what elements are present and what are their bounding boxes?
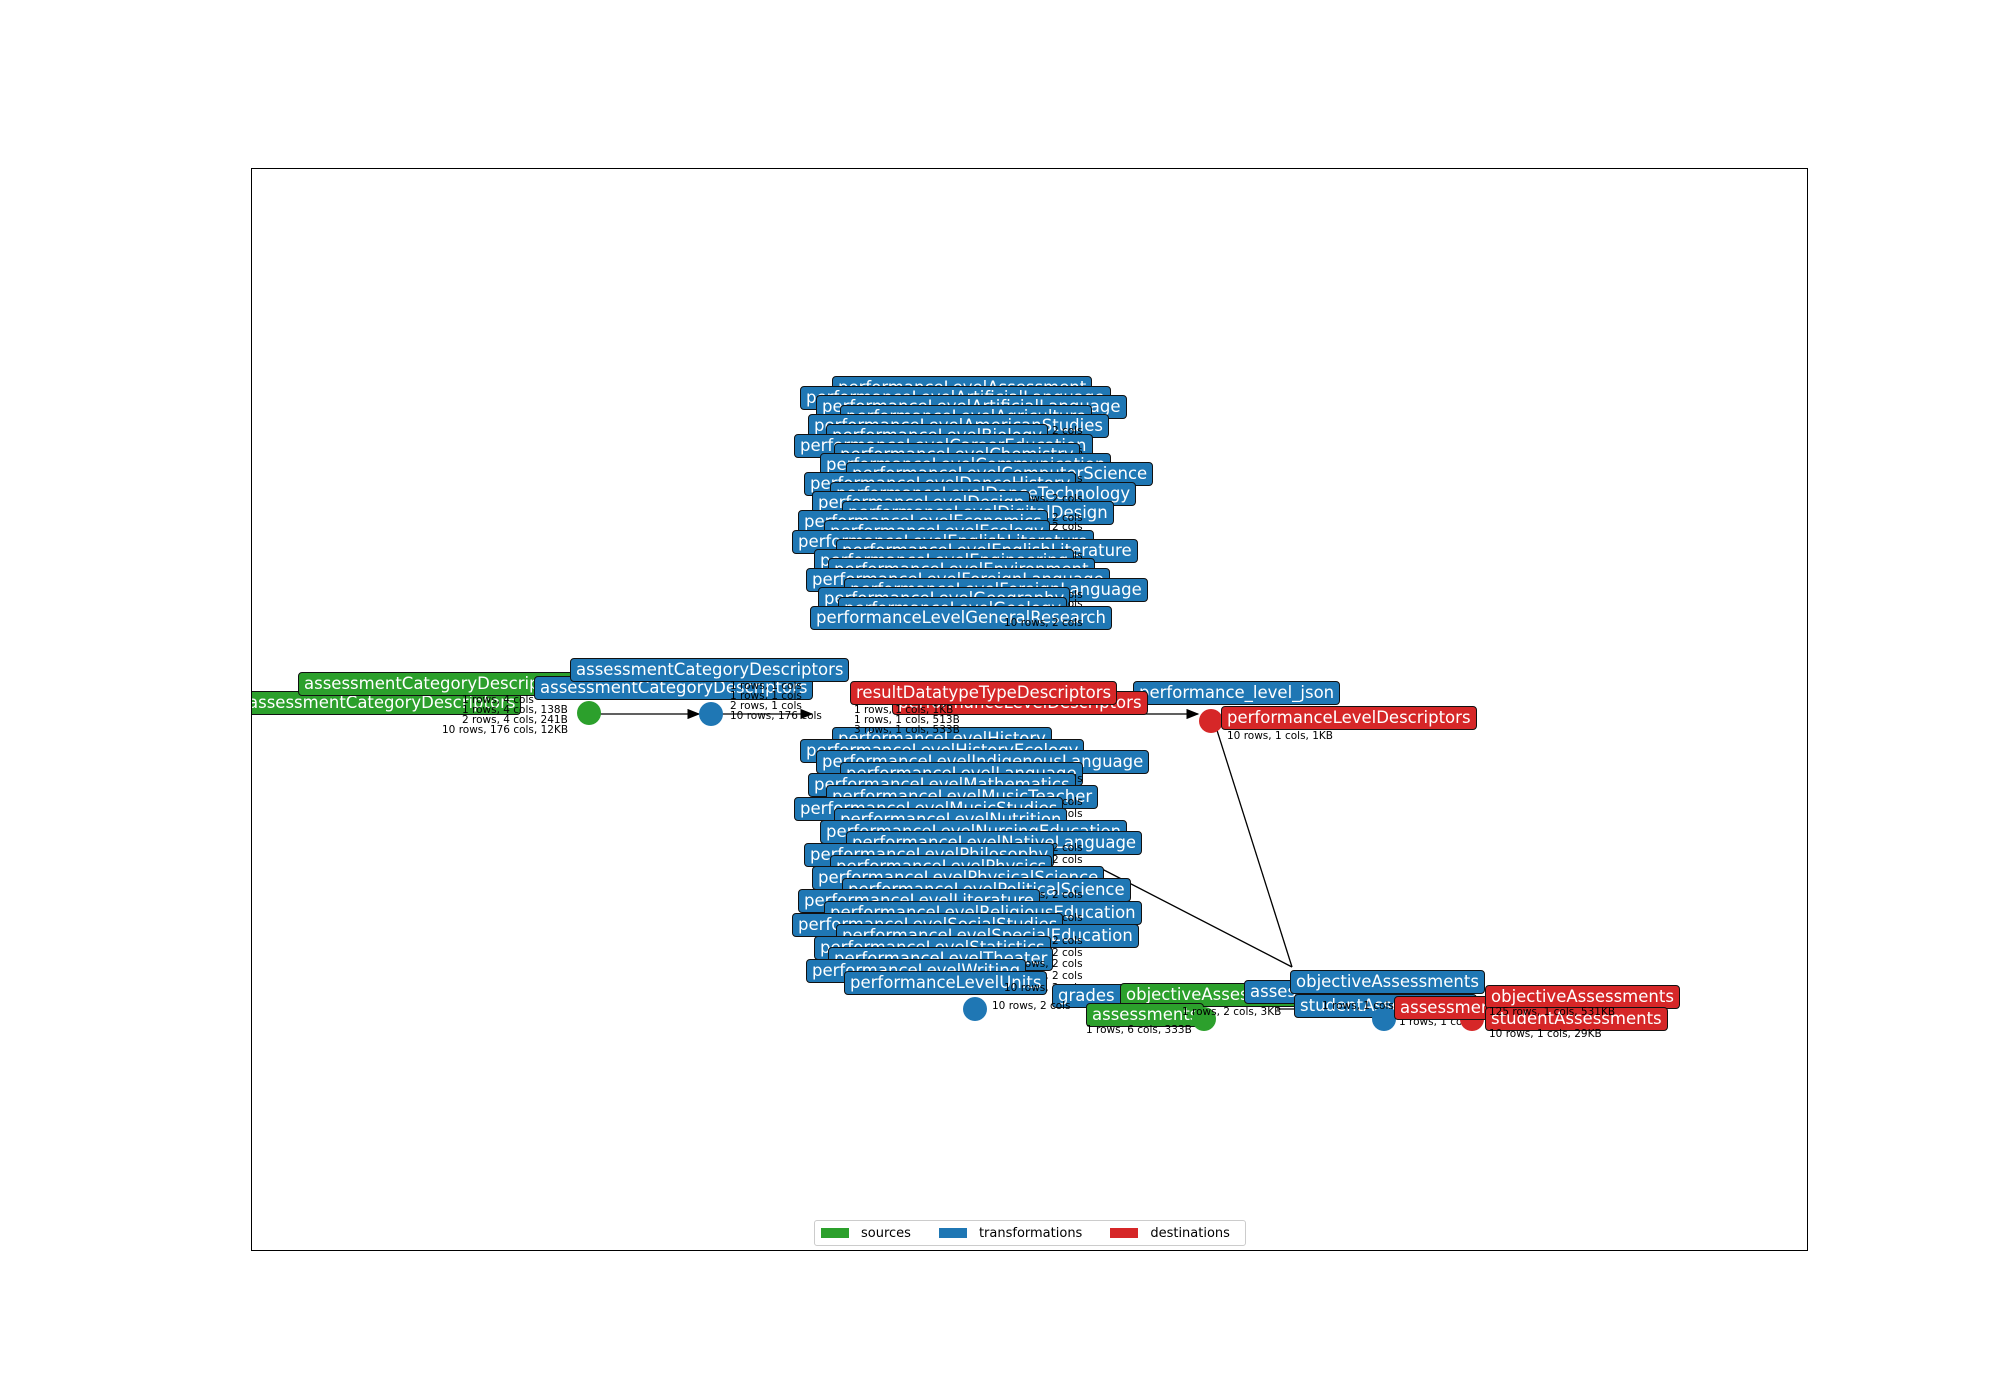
legend: sources transformations destinations xyxy=(814,1220,1246,1246)
transform-node[interactable]: assessmentCategoryDescriptors xyxy=(570,658,850,682)
transform-node[interactable]: objectiveAssessments xyxy=(1290,970,1485,994)
legend-swatch-destinations xyxy=(1110,1228,1139,1238)
node-stats: 1 rows, 6 cols, 333B xyxy=(1086,1024,1192,1036)
legend-label-transformations: transformations xyxy=(978,1225,1083,1241)
node-stats: 1 rows, 1 cols, 513B xyxy=(854,714,960,726)
transform-stack-node[interactable]: performanceLevelUnits xyxy=(844,970,1048,995)
source-dot xyxy=(1192,1007,1216,1031)
edge-pld-to-objective xyxy=(1214,723,1293,968)
legend-label-destinations: destinations xyxy=(1150,1225,1230,1241)
destination-node[interactable]: objectiveAssessments xyxy=(1485,985,1680,1009)
legend-label-sources: sources xyxy=(861,1225,911,1241)
transform-dot xyxy=(699,702,723,726)
node-stats: 10 rows, 2 cols xyxy=(992,1000,1071,1012)
legend-item-destinations: destinations xyxy=(1110,1226,1230,1241)
node-stats: 1 rows, 1 cols, 1KB xyxy=(854,704,954,716)
node-stats: 10 rows, 1 cols, 29KB xyxy=(1489,1028,1602,1040)
node-stats: 10 rows, 2 cols xyxy=(1004,981,1083,994)
node-stats: 2 rows, 1 cols xyxy=(730,700,802,712)
legend-swatch-transformations xyxy=(938,1228,967,1238)
node-stats: 10 rows, 2 cols xyxy=(1004,888,1083,901)
destination-dot xyxy=(1199,709,1223,733)
node-stats: 2 rows, 4 cols, 241B xyxy=(462,714,568,726)
source-dot xyxy=(577,701,601,725)
node-stats: 125 rows, 1 cols, 531KB xyxy=(1489,1006,1616,1018)
transform-dot xyxy=(963,997,987,1021)
destination-node[interactable]: performanceLevelDescriptors xyxy=(1221,706,1477,730)
node-stats: 1 rows, 4 cols xyxy=(462,694,534,706)
node-stats: 1 rows, 1 cols xyxy=(1322,1000,1394,1012)
transform-node[interactable]: performance_level_json xyxy=(1133,681,1341,705)
node-stats: 1 rows, 1 cols xyxy=(730,680,802,692)
destination-node[interactable]: resultDatatypeTypeDescriptors xyxy=(850,681,1118,705)
legend-swatch-sources xyxy=(821,1228,849,1238)
node-stats: 10 rows, 2 cols xyxy=(1004,492,1083,505)
node-stats: 10 rows, 176 cols xyxy=(730,710,822,722)
source-node[interactable]: assessments xyxy=(1086,1003,1205,1027)
node-stats: 10 rows, 2 cols xyxy=(1004,617,1083,630)
legend-item-sources: sources xyxy=(821,1226,911,1241)
transform-stack-node[interactable]: performanceLevelGeneralResearch xyxy=(810,606,1112,631)
node-stats: 10 rows, 1 cols, 1KB xyxy=(1227,730,1333,742)
legend-item-transformations: transformations xyxy=(938,1225,1083,1241)
diagram-frame: assessmentCategoryDescriptors assessment… xyxy=(251,168,1808,1251)
node-stats: 1 rows, 2 cols, 3KB xyxy=(1182,1006,1282,1018)
source-node[interactable]: assessmentCategoryDescriptors xyxy=(298,672,578,696)
transform-dot xyxy=(1372,1007,1396,1031)
node-stats: 10 rows, 2 cols xyxy=(1004,958,1083,971)
node-stats: 1 rows, 1 cols xyxy=(730,690,802,702)
node-stats: 3 rows, 1 cols, 533B xyxy=(854,724,960,736)
destination-node[interactable]: studentAssessments xyxy=(1485,1007,1668,1031)
node-stats: 1 rows, 1 cols xyxy=(1399,1016,1471,1028)
edge-stack-to-objective xyxy=(1101,868,1293,968)
node-stats: 10 rows, 176 cols, 12KB xyxy=(442,724,569,736)
node-stats: 1 rows, 4 cols, 138B xyxy=(462,704,568,716)
